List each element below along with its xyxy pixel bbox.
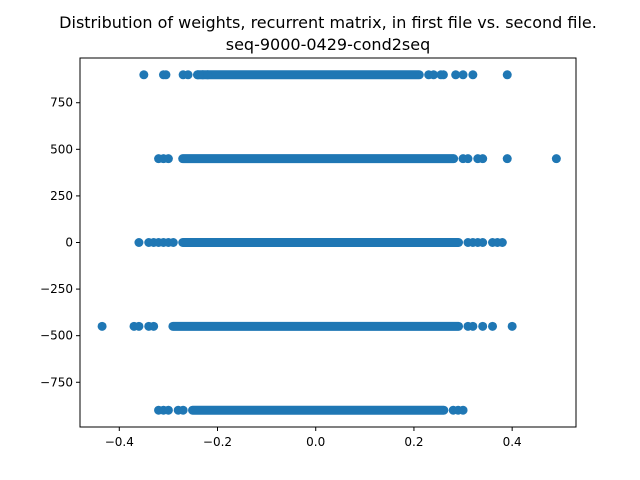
dense-point-band: [188, 405, 449, 415]
chart-title: Distribution of weights, recurrent matri…: [59, 13, 597, 32]
data-point: [163, 154, 173, 164]
data-point: [438, 70, 448, 80]
x-tick-label: 0.2: [404, 435, 423, 449]
data-point: [478, 238, 488, 247]
y-tick-label: −750: [40, 375, 73, 389]
x-tick-label: −0.4: [105, 435, 134, 449]
data-point: [149, 321, 159, 331]
points-layer: [97, 70, 561, 415]
data-point: [478, 154, 488, 164]
data-point: [478, 321, 488, 331]
point-row: [154, 405, 468, 415]
data-point: [468, 70, 478, 80]
data-point: [139, 70, 149, 80]
y-tick-label: 0: [65, 236, 73, 250]
dense-point-band: [178, 238, 464, 247]
data-point: [163, 405, 173, 415]
data-point: [429, 70, 439, 80]
x-axis: −0.4 −0.2 0.0 0.2 0.4: [105, 427, 522, 449]
point-row: [97, 321, 517, 331]
data-point: [502, 70, 512, 80]
point-row: [154, 154, 561, 164]
data-point: [168, 238, 178, 247]
data-point: [134, 238, 144, 247]
data-point: [463, 154, 473, 164]
y-tick-label: 250: [50, 189, 73, 203]
data-point: [458, 70, 468, 80]
data-point: [161, 70, 171, 80]
data-point: [203, 70, 213, 80]
data-point: [488, 321, 498, 331]
y-tick-label: 750: [50, 96, 73, 110]
data-point: [468, 321, 478, 331]
chart-subtitle: seq-9000-0429-cond2seq: [226, 35, 431, 54]
y-axis: −750 −500 −250 0 250 500 750: [40, 96, 80, 389]
x-tick-label: 0.4: [503, 435, 522, 449]
y-tick-label: 500: [50, 142, 73, 156]
data-point: [551, 154, 561, 164]
y-tick-label: −250: [40, 282, 73, 296]
y-tick-label: −500: [40, 329, 73, 343]
data-point: [502, 154, 512, 164]
point-row: [139, 70, 512, 80]
data-point: [497, 238, 507, 247]
data-point: [183, 70, 193, 80]
data-point: [97, 321, 107, 331]
data-point: [178, 405, 188, 415]
data-point: [134, 321, 144, 331]
dense-point-band: [168, 321, 464, 331]
x-tick-label: 0.0: [306, 435, 325, 449]
point-row: [134, 238, 507, 247]
x-tick-label: −0.2: [203, 435, 232, 449]
data-point: [451, 70, 461, 80]
data-point: [507, 321, 517, 331]
data-point: [458, 405, 468, 415]
dense-point-band: [178, 154, 459, 164]
dense-point-band: [192, 70, 424, 80]
